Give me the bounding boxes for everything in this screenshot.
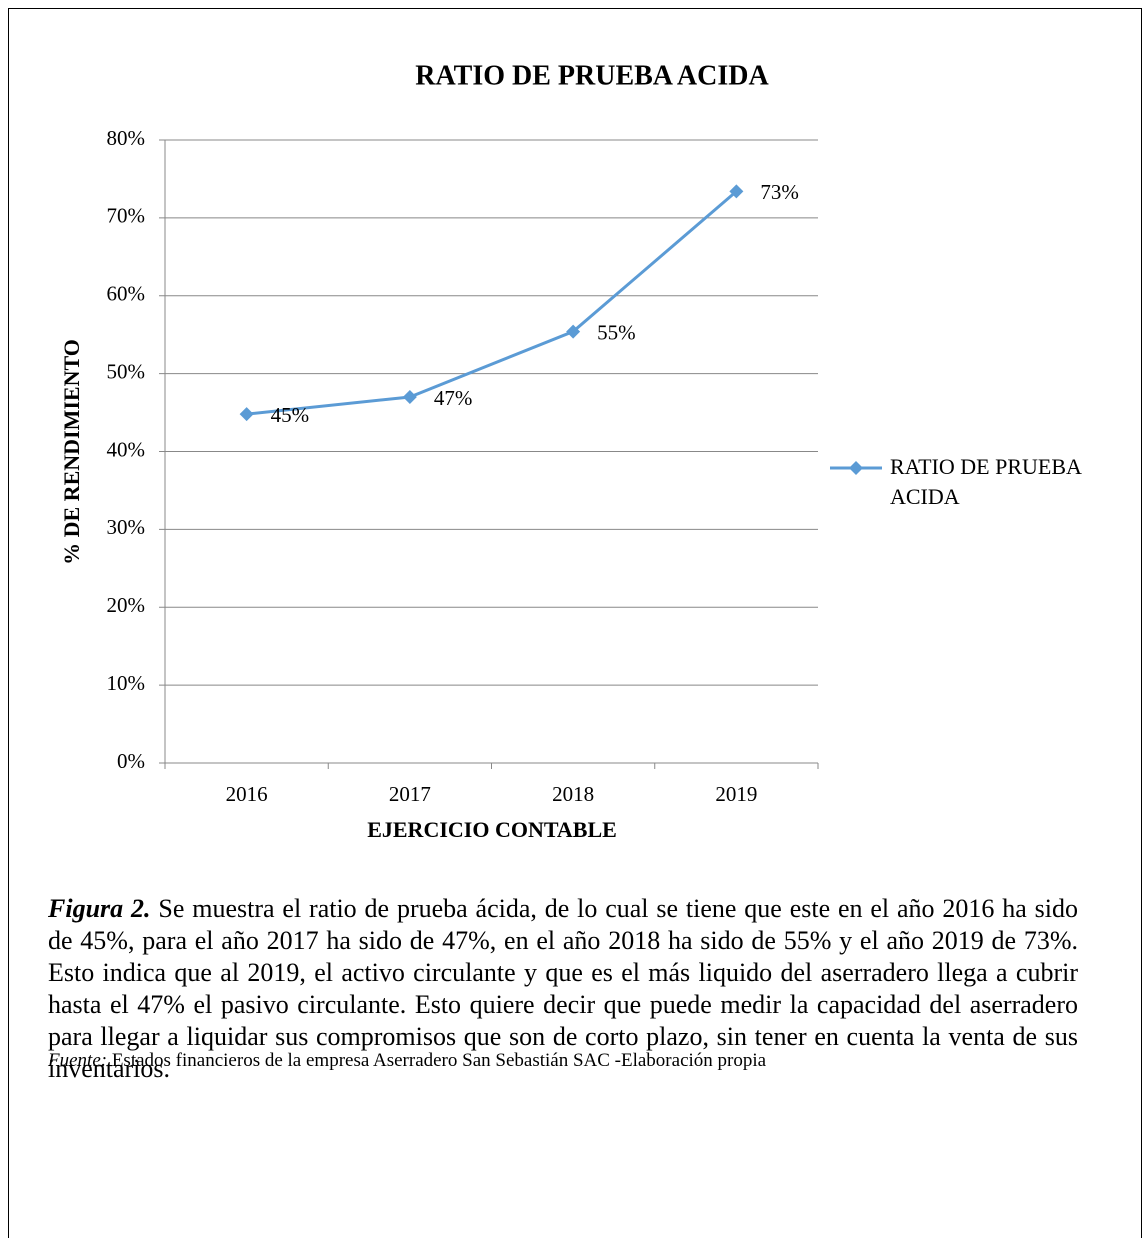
y-tick-label: 70% <box>107 204 146 228</box>
data-point <box>566 324 581 339</box>
data-point <box>402 389 417 404</box>
caption: Figura 2. Se muestra el ratio de prueba … <box>48 893 1078 1085</box>
source: Fuente: Estados financieros de la empres… <box>48 1050 1108 1072</box>
data-line <box>246 190 738 416</box>
x-tick-label: 2016 <box>226 782 268 806</box>
data-label: 47% <box>434 386 473 410</box>
data-point <box>729 184 744 199</box>
source-label: Fuente: <box>48 1050 108 1071</box>
data-label: 55% <box>597 320 636 344</box>
y-tick-label: 50% <box>107 359 146 383</box>
y-tick-label: 80% <box>107 126 146 150</box>
legend: RATIO DE PRUEBA ACIDA <box>830 452 1130 512</box>
data-label: 73% <box>760 180 799 204</box>
y-tick-label: 40% <box>107 437 146 461</box>
x-tick-label: 2017 <box>389 782 431 806</box>
chart: RATIO DE PRUEBA ACIDA EJERCICIO CONTABLE… <box>59 60 819 842</box>
data-point <box>239 407 254 422</box>
x-axis-title: EJERCICIO CONTABLE <box>367 817 617 842</box>
y-tick-label: 20% <box>107 593 146 617</box>
y-tick-label: 30% <box>107 515 146 539</box>
data-label: 45% <box>271 403 310 427</box>
y-tick-label: 10% <box>107 671 146 695</box>
x-tick-label: 2019 <box>715 782 757 806</box>
legend-marker <box>849 461 863 475</box>
chart-title: RATIO DE PRUEBA ACIDA <box>415 60 769 91</box>
y-tick-label: 0% <box>117 749 145 773</box>
caption-label: Figura 2. <box>48 894 151 923</box>
y-axis-title: % DE RENDIMIENTO <box>59 339 84 565</box>
legend-swatch <box>830 461 882 475</box>
y-tick-label: 60% <box>107 282 146 306</box>
source-text: Estados financieros de la empresa Aserra… <box>111 1050 767 1071</box>
legend-label: RATIO DE PRUEBA ACIDA <box>890 454 1081 509</box>
caption-text: Se muestra el ratio de prueba ácida, de … <box>48 894 1079 1083</box>
frame <box>8 8 1142 1238</box>
x-tick-label: 2018 <box>552 782 594 806</box>
